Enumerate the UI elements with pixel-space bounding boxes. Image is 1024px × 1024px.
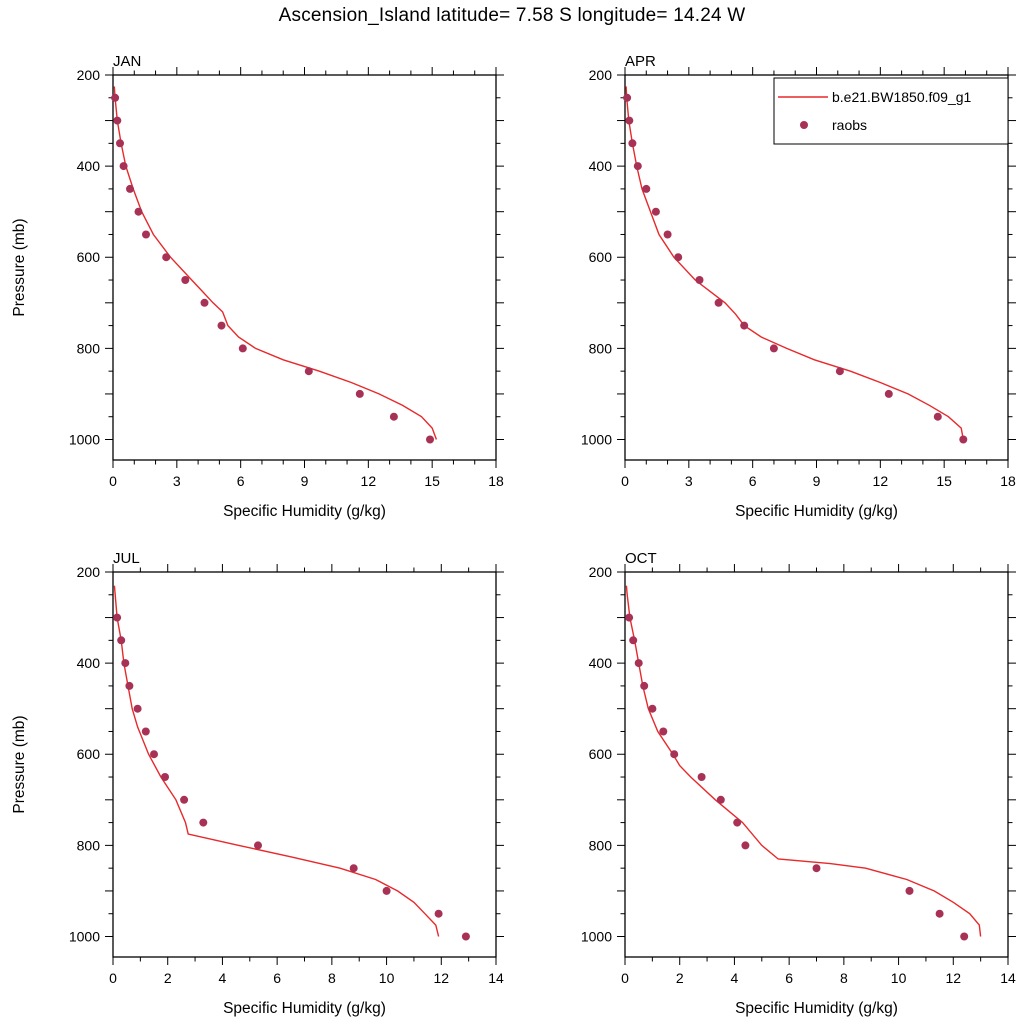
y-tick-label: 1000 xyxy=(69,431,100,447)
panel-oct: 0 2 4 6 8 10 12 14 200 400 600 800 1000 OCT Specific H… xyxy=(512,527,1024,1024)
y-tick-label: 1000 xyxy=(581,928,612,944)
x-tick-label: 12 xyxy=(945,970,961,986)
figure-title: Ascension_Island latitude= 7.58 S longit… xyxy=(278,5,746,26)
x-tick-label: 18 xyxy=(488,473,504,489)
panel-title: JUL xyxy=(113,550,140,567)
y-tick-label: 1000 xyxy=(581,431,612,447)
x-tick-label: 0 xyxy=(621,970,629,986)
y-tick-label: 400 xyxy=(77,655,101,671)
x-axis-label: Specific Humidity (g/kg) xyxy=(223,503,386,520)
legend-line-label: b.e21.BW1850.f09_g1 xyxy=(832,89,972,105)
x-axis-label: Specific Humidity (g/kg) xyxy=(735,503,898,520)
x-tick-label: 12 xyxy=(873,473,889,489)
chart-jul: 0 2 4 6 8 10 12 14 200 400 600 800 1000 JUL Specific H… xyxy=(11,550,504,1017)
x-axis-label: Specific Humidity (g/kg) xyxy=(735,1000,898,1017)
panel-title: JAN xyxy=(113,53,141,70)
model-line xyxy=(113,585,440,937)
panel-title: APR xyxy=(625,53,656,70)
y-tick-label: 200 xyxy=(77,564,101,580)
x-tick-label: 6 xyxy=(237,473,245,489)
x-tick-label: 6 xyxy=(273,970,281,986)
y-axis-label: Pressure (mb) xyxy=(11,218,28,316)
y-tick-label: 800 xyxy=(589,837,613,853)
y-tick-label: 600 xyxy=(77,746,101,762)
panel-grid: 0 3 6 9 12 15 18 200 400 600 800 1000 JAN Specific Hu… xyxy=(0,30,1024,1024)
panel-jan: 0 3 6 9 12 15 18 200 400 600 800 1000 JAN Specific Hu… xyxy=(0,30,512,527)
x-tick-label: 2 xyxy=(164,970,172,986)
x-tick-label: 2 xyxy=(676,970,684,986)
y-tick-label: 400 xyxy=(589,655,613,671)
x-tick-label: 4 xyxy=(731,970,739,986)
x-tick-label: 9 xyxy=(301,473,309,489)
model-line xyxy=(113,86,438,440)
panel-jul: 0 2 4 6 8 10 12 14 200 400 600 800 1000 JUL Specific H… xyxy=(0,527,512,1024)
raobs-points xyxy=(625,613,969,941)
y-tick-label: 800 xyxy=(589,340,613,356)
x-tick-label: 0 xyxy=(621,473,629,489)
plot-frame xyxy=(112,571,497,958)
chart-apr: 0 3 6 9 12 15 18 200 400 600 800 1000 APR Specific Hu… xyxy=(581,53,1016,520)
x-tick-label: 18 xyxy=(1000,473,1016,489)
y-tick-label: 200 xyxy=(589,67,613,83)
x-tick-label: 14 xyxy=(1000,970,1016,986)
y-tick-label: 200 xyxy=(589,564,613,580)
y-tick-label: 600 xyxy=(589,249,613,265)
model-line xyxy=(625,585,982,937)
x-tick-label: 4 xyxy=(219,970,227,986)
panel-title: OCT xyxy=(625,550,657,567)
legend-dot-sample xyxy=(800,121,808,129)
raobs-points xyxy=(623,93,968,444)
x-tick-label: 6 xyxy=(785,970,793,986)
raobs-points xyxy=(113,613,470,941)
x-tick-label: 9 xyxy=(813,473,821,489)
y-tick-label: 800 xyxy=(77,340,101,356)
chart-jan: 0 3 6 9 12 15 18 200 400 600 800 1000 JAN Specific Hu… xyxy=(11,53,504,520)
legend-dot-label: raobs xyxy=(832,117,867,133)
x-tick-label: 12 xyxy=(433,970,449,986)
x-tick-label: 10 xyxy=(379,970,395,986)
x-tick-label: 3 xyxy=(173,473,181,489)
plot-frame xyxy=(112,74,497,461)
panel-apr: 0 3 6 9 12 15 18 200 400 600 800 1000 APR Specific Hu… xyxy=(512,30,1024,527)
x-axis-label: Specific Humidity (g/kg) xyxy=(223,1000,386,1017)
x-tick-label: 8 xyxy=(328,970,336,986)
x-tick-label: 10 xyxy=(891,970,907,986)
y-axis-label: Pressure (mb) xyxy=(11,715,28,813)
legend-box xyxy=(773,77,1009,145)
x-tick-label: 15 xyxy=(936,473,952,489)
y-tick-label: 400 xyxy=(589,158,613,174)
x-tick-label: 0 xyxy=(109,473,117,489)
y-tick-label: 600 xyxy=(77,249,101,265)
x-tick-label: 14 xyxy=(488,970,504,986)
x-tick-label: 0 xyxy=(109,970,117,986)
x-tick-label: 8 xyxy=(840,970,848,986)
y-tick-label: 1000 xyxy=(69,928,100,944)
y-tick-label: 200 xyxy=(77,67,101,83)
x-tick-label: 12 xyxy=(361,473,377,489)
model-line xyxy=(625,86,964,440)
x-tick-label: 6 xyxy=(749,473,757,489)
plot-frame xyxy=(624,571,1009,958)
y-tick-label: 600 xyxy=(589,746,613,762)
x-tick-label: 3 xyxy=(685,473,693,489)
x-tick-label: 15 xyxy=(424,473,440,489)
chart-oct: 0 2 4 6 8 10 12 14 200 400 600 800 1000 OCT Specific H… xyxy=(581,550,1016,1017)
raobs-points xyxy=(111,93,434,444)
y-tick-label: 800 xyxy=(77,837,101,853)
y-tick-label: 400 xyxy=(77,158,101,174)
